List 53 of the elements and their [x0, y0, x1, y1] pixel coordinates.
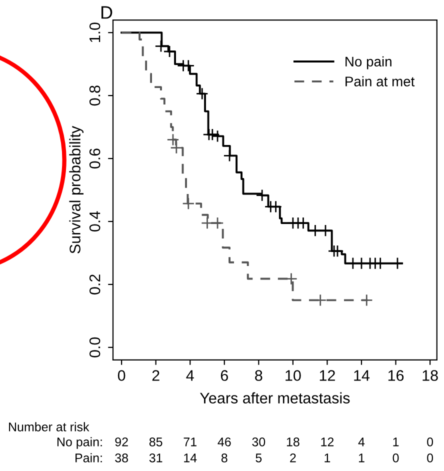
text: 1 — [324, 454, 330, 462]
x-tick-label: 14 — [354, 370, 370, 381]
text: 92 — [115, 438, 128, 446]
text: Pain: — [76, 453, 102, 462]
text: D — [101, 6, 112, 19]
y-tick-label: 0.6 — [89, 148, 100, 169]
point — [308, 224, 322, 237]
text: 8 — [221, 454, 228, 462]
x-tick-label: 16 — [388, 370, 404, 381]
legend-label: No pain — [346, 56, 392, 70]
point — [319, 224, 332, 237]
text: 71 — [184, 438, 196, 446]
text: 1 — [393, 438, 399, 446]
text: 46 — [218, 438, 231, 446]
x-tick-label: 10 — [286, 370, 301, 381]
point — [166, 133, 180, 146]
y-tick-label: 1.0 — [89, 22, 100, 42]
point — [182, 197, 195, 210]
point — [201, 216, 214, 230]
point — [211, 216, 224, 230]
text: 1 — [358, 454, 364, 462]
text: 38 — [115, 454, 128, 462]
text: 5 — [256, 454, 262, 462]
y-tick-label: 0.0 — [89, 337, 100, 358]
text: 30 — [252, 438, 266, 446]
point — [360, 294, 373, 306]
x-tick-label: 4 — [186, 370, 194, 381]
point — [196, 87, 208, 100]
text: 0 — [427, 454, 434, 462]
x-tick-label: 6 — [220, 370, 228, 381]
text: No pain: — [57, 437, 102, 449]
text: 18 — [286, 438, 300, 446]
x-axis-title: Years after metastasis — [200, 392, 350, 404]
legend-label: Pain at met — [346, 76, 415, 86]
text: 12 — [321, 438, 334, 446]
text: 85 — [149, 438, 162, 446]
y-tick-label: 0.2 — [89, 274, 100, 294]
x-tick-label: 2 — [152, 370, 160, 381]
text: 4 — [358, 438, 365, 446]
text: 14 — [184, 454, 197, 462]
text: 0 — [392, 454, 399, 462]
x-tick-label: 12 — [320, 370, 335, 381]
text: 0 — [427, 438, 434, 446]
y-tick-label: 0.8 — [89, 86, 100, 106]
x-tick-label: 8 — [255, 370, 262, 381]
y-tick-label: 0.4 — [89, 211, 100, 232]
text: 2 — [290, 454, 296, 462]
x-tick-label: 18 — [422, 370, 438, 381]
y-axis-title: Survival probability — [69, 126, 84, 254]
point — [170, 142, 183, 154]
text: 31 — [149, 454, 162, 462]
x-tick-label: 0 — [118, 370, 126, 381]
text: Number at risk — [9, 422, 90, 432]
